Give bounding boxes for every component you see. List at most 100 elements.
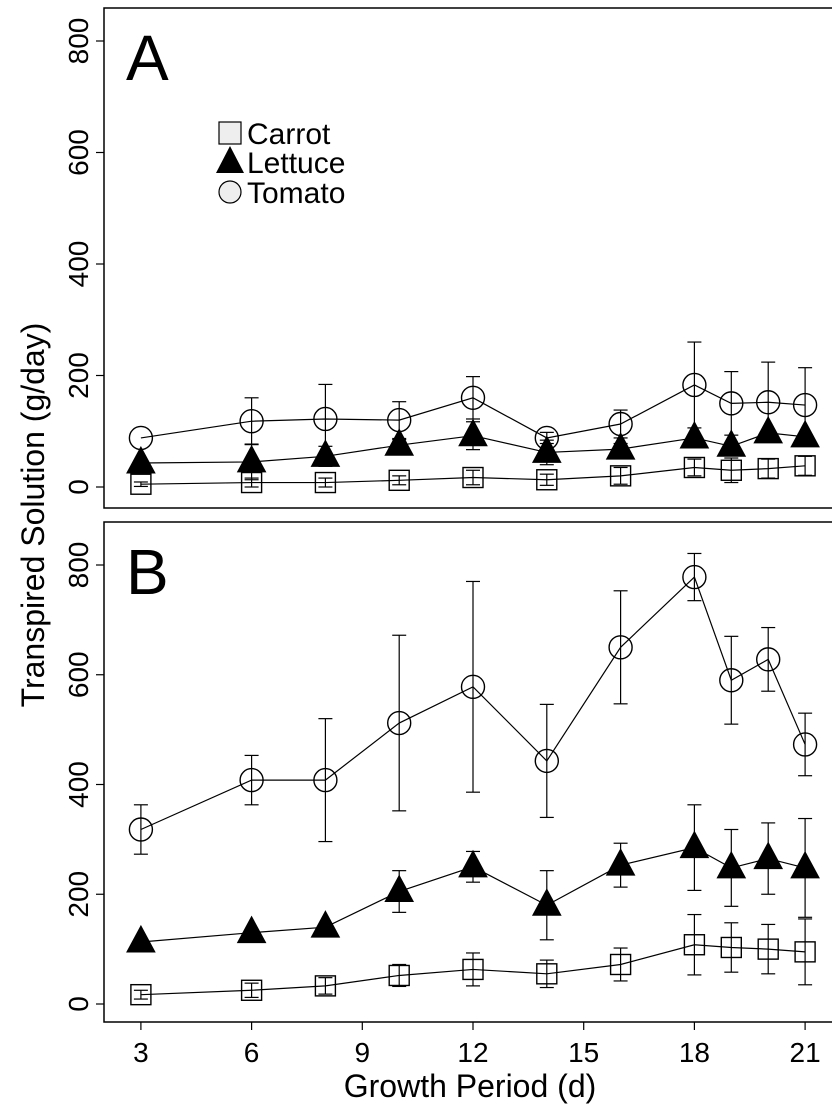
data-point — [605, 848, 636, 876]
y-axis-title: Transpired Solution (g/day) — [15, 323, 51, 708]
legend-marker-triangle — [216, 146, 244, 173]
data-point — [314, 975, 337, 997]
data-point — [720, 459, 742, 481]
y-tick-label: 400 — [63, 761, 94, 808]
data-point — [682, 372, 707, 398]
data-point — [716, 429, 747, 457]
data-point — [531, 888, 562, 916]
data-point — [753, 415, 784, 444]
data-point — [458, 849, 488, 878]
data-point — [126, 924, 156, 953]
x-tick-label: 12 — [457, 1037, 488, 1068]
series-lettuce — [126, 804, 820, 953]
data-point — [388, 469, 410, 492]
data-point — [314, 471, 337, 494]
data-point — [794, 455, 816, 477]
data-point — [387, 710, 412, 736]
x-tick-label: 21 — [790, 1037, 821, 1068]
data-point — [679, 420, 710, 449]
data-point — [240, 471, 263, 494]
legend-label: Tomato — [247, 177, 345, 210]
plot-frame — [103, 521, 832, 1023]
data-point — [790, 850, 820, 879]
data-point — [716, 850, 747, 879]
data-point — [794, 941, 816, 963]
data-point — [458, 418, 488, 447]
legend-marker-square — [218, 121, 242, 145]
x-tick-label: 3 — [133, 1037, 149, 1068]
y-tick-label: 600 — [63, 651, 94, 698]
data-point — [313, 767, 338, 793]
data-point — [536, 963, 558, 985]
data-point — [460, 674, 486, 700]
data-point — [384, 874, 415, 903]
data-point — [236, 444, 267, 473]
data-point — [756, 647, 781, 672]
series-tomato — [128, 552, 818, 855]
data-point — [605, 432, 636, 460]
x-tick-label: 6 — [244, 1037, 260, 1068]
data-point — [130, 983, 152, 1006]
data-point — [757, 457, 779, 480]
data-point — [608, 635, 633, 660]
series-lettuce — [126, 415, 820, 481]
data-point — [792, 392, 818, 418]
data-point — [313, 406, 338, 432]
panel-B: 0 200 400 600 800 3 6 9 12 15 18 21 B — [63, 521, 832, 1068]
data-point — [609, 953, 632, 976]
legend-label: Lettuce — [247, 147, 345, 180]
data-point — [682, 564, 707, 590]
data-point — [536, 469, 558, 491]
y-tick-label: 200 — [63, 871, 94, 918]
legend-marker-circle — [218, 180, 242, 204]
data-point — [683, 456, 706, 479]
data-point — [609, 465, 632, 487]
data-point — [531, 435, 562, 463]
y-tick-label: 0 — [63, 479, 94, 495]
data-point — [130, 473, 152, 495]
data-point — [126, 445, 156, 474]
y-tick-label: 400 — [63, 241, 94, 288]
data-point — [757, 938, 779, 960]
x-axis-title: Growth Period (d) — [344, 1068, 597, 1104]
data-point — [310, 910, 341, 938]
data-point — [239, 409, 264, 434]
data-point — [790, 419, 820, 448]
data-point — [462, 466, 484, 489]
data-point — [719, 391, 744, 416]
data-point — [240, 979, 263, 1001]
legend-label: Carrot — [247, 118, 331, 151]
data-point — [239, 767, 264, 793]
data-point — [462, 958, 484, 981]
y-tick-label: 800 — [63, 18, 94, 65]
y-tick-label: 800 — [63, 542, 94, 589]
x-tick-label: 15 — [568, 1037, 599, 1068]
y-tick-label: 0 — [63, 996, 94, 1012]
x-tick-label: 18 — [679, 1037, 710, 1068]
data-point — [460, 385, 486, 410]
data-point — [720, 936, 742, 959]
series-carrot — [130, 455, 816, 495]
data-point — [756, 390, 781, 415]
panel-label: A — [126, 22, 169, 94]
data-point — [683, 934, 706, 956]
data-point — [753, 841, 784, 870]
y-tick-label: 600 — [63, 129, 94, 176]
panel-label: B — [126, 536, 169, 608]
data-point — [792, 732, 818, 757]
data-point — [534, 748, 559, 774]
data-point — [719, 668, 744, 693]
series-carrot — [130, 913, 816, 1006]
x-tick-label: 9 — [355, 1037, 371, 1068]
data-point — [679, 830, 710, 859]
y-tick-label: 200 — [63, 352, 94, 399]
data-point — [388, 964, 410, 987]
data-point — [310, 439, 341, 467]
plot-frame — [103, 7, 832, 509]
data-point — [128, 817, 154, 842]
data-point — [236, 915, 267, 944]
